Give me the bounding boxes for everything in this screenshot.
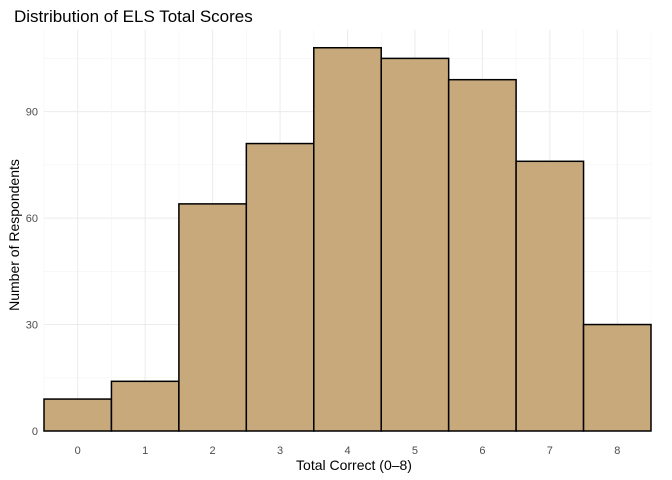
x-axis-ticks: 0 1 2 3 4 5 6 7 8 (75, 445, 621, 457)
y-tick-label: 30 (26, 320, 38, 332)
y-tick-label: 90 (26, 107, 38, 119)
bars-group (43, 46, 652, 432)
bar-score-8 (582, 323, 652, 432)
x-tick-label: 3 (277, 445, 283, 457)
y-tick-label: 0 (32, 426, 38, 438)
bar-score-4 (313, 46, 382, 432)
bar-score-1 (110, 380, 180, 432)
x-tick-label: 8 (614, 445, 620, 457)
x-tick-label: 6 (479, 445, 485, 457)
bar-score-6 (447, 78, 517, 432)
bar-score-5 (380, 57, 450, 432)
x-tick-label: 2 (210, 445, 216, 457)
x-tick-label: 1 (142, 445, 148, 457)
bar-score-2 (178, 203, 248, 432)
x-tick-label: 4 (344, 445, 350, 457)
bar-score-0 (43, 398, 113, 432)
y-axis-title: Number of Respondents (6, 159, 22, 311)
x-axis-title: Total Correct (0–8) (296, 457, 412, 473)
x-tick-label: 5 (412, 445, 418, 457)
y-axis-ticks: 0 30 60 90 (26, 107, 38, 438)
x-tick-label: 0 (75, 445, 81, 457)
y-tick-label: 60 (26, 213, 38, 225)
bar-score-7 (515, 160, 585, 432)
x-tick-label: 7 (547, 445, 553, 457)
chart-title: Distribution of ELS Total Scores (14, 7, 253, 26)
bar-score-3 (245, 142, 315, 432)
